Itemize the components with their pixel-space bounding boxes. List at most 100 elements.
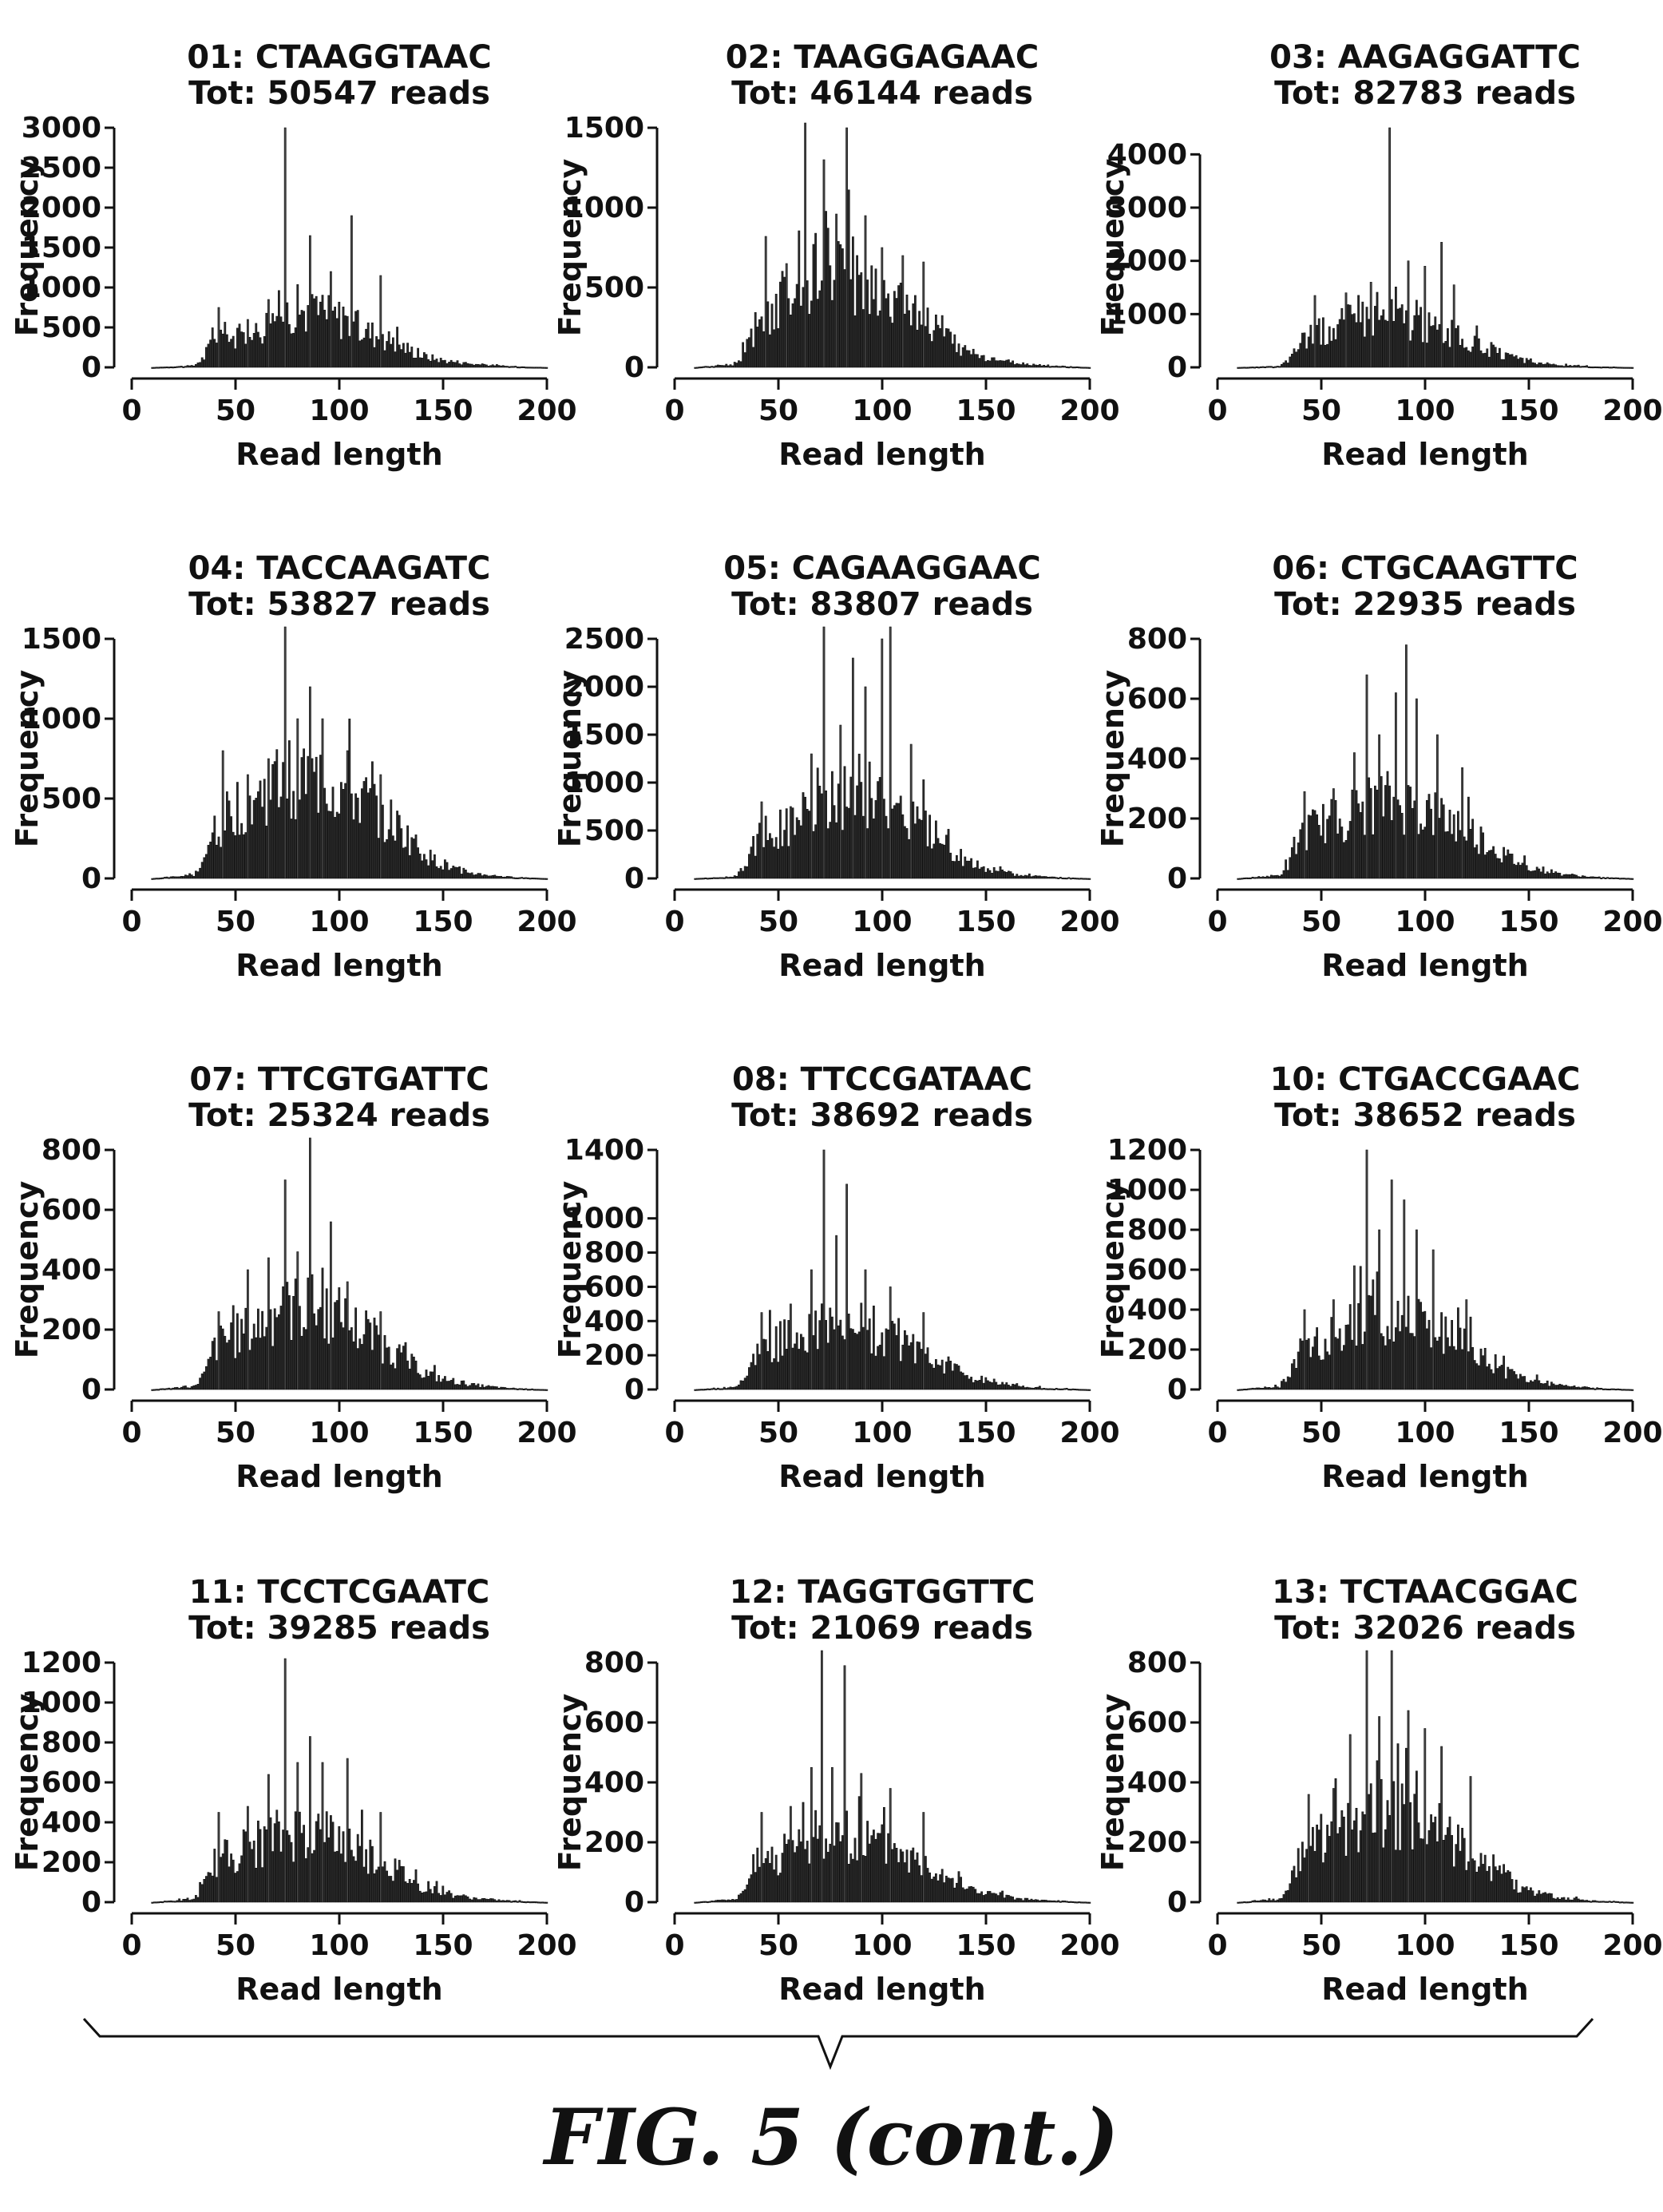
histogram-bar [1552, 1383, 1555, 1390]
histogram-bar [810, 1766, 813, 1903]
histogram-bar [1587, 1387, 1590, 1390]
histogram-bar [1278, 366, 1281, 368]
histogram-bar [362, 337, 366, 368]
histogram-bar [431, 1893, 434, 1903]
histogram-bar [533, 1389, 536, 1391]
histogram-bar [1016, 363, 1019, 368]
histogram-bar [1575, 1896, 1578, 1903]
histogram-bar [188, 1387, 192, 1390]
histogram-bar [477, 1383, 480, 1390]
histogram-bar [940, 315, 944, 368]
histogram-bar [456, 1384, 459, 1390]
x-tick-label: 50 [216, 906, 255, 938]
histogram-bar [1490, 850, 1493, 879]
histogram-bar [1465, 1299, 1468, 1390]
histogram-bar [1598, 1388, 1601, 1390]
histogram-bar [438, 868, 441, 879]
histogram-bar [1307, 1338, 1310, 1390]
histogram-bar [953, 1887, 956, 1903]
x-tick-label: 0 [664, 1929, 684, 1962]
histogram-bar [1486, 1366, 1489, 1390]
histogram-bar [1423, 266, 1427, 368]
histogram-bar [1448, 347, 1451, 368]
histogram-bar [1519, 1374, 1522, 1390]
histogram-bar [837, 1822, 840, 1903]
histogram-bar [862, 309, 865, 368]
histogram-bar [1434, 792, 1437, 879]
histogram-bar [1251, 1387, 1254, 1390]
histogram-bar [184, 1385, 187, 1390]
histogram-bar [1316, 814, 1319, 879]
x-tick-label: 100 [309, 394, 369, 427]
histogram-bar [196, 1897, 200, 1903]
histogram-bar [1471, 347, 1475, 368]
histogram-bar [1530, 870, 1532, 879]
histogram-bar [1550, 869, 1553, 879]
x-tick-label: 150 [956, 1929, 1016, 1962]
histogram-bar [873, 299, 875, 368]
histogram-bar [414, 357, 418, 368]
histogram-bar [537, 1389, 540, 1391]
histogram-bar [365, 1310, 368, 1390]
histogram-bar [862, 1855, 865, 1903]
histogram-bar [406, 1360, 410, 1390]
histogram-bar [1459, 1327, 1462, 1390]
histogram-bar [918, 1865, 921, 1903]
histogram-bar [929, 815, 932, 879]
histogram-bar [982, 1382, 985, 1390]
figure-caption: FIG. 5 (cont.) [544, 2092, 1119, 2182]
histogram-bar [1013, 1384, 1016, 1390]
histogram-bar [418, 1374, 422, 1390]
histogram-bar [845, 1810, 849, 1903]
x-tick-label: 200 [1059, 1417, 1119, 1449]
histogram-bar [1521, 1886, 1524, 1903]
histogram-bar [1051, 1900, 1054, 1903]
histogram-bar [1028, 1900, 1031, 1903]
histogram-bar [497, 876, 501, 879]
histogram-bar [1359, 812, 1362, 879]
histogram-bar [269, 799, 272, 879]
histogram-bar [1400, 1314, 1404, 1390]
histogram-bar [1579, 1899, 1582, 1903]
histogram-bar [1594, 1388, 1597, 1390]
histogram-bar [303, 748, 306, 879]
histogram-bar [1523, 1887, 1526, 1903]
histogram-bar [255, 323, 258, 368]
x-tick-label: 0 [1207, 1417, 1227, 1449]
histogram-bar [165, 367, 168, 369]
histogram-bar [1554, 871, 1558, 879]
histogram-bar [1059, 1388, 1062, 1390]
histogram-bar [1613, 877, 1615, 880]
histogram-bar [1467, 1861, 1470, 1903]
histogram-bar [1032, 875, 1035, 879]
x-tick-label: 0 [121, 394, 141, 427]
histogram-bar [497, 365, 501, 368]
histogram-bar [516, 367, 519, 369]
histogram-bar [972, 348, 975, 368]
histogram-bar [473, 364, 476, 368]
histogram-bar [1471, 1346, 1475, 1390]
histogram-bar [904, 1330, 906, 1390]
histogram-bar [806, 1352, 809, 1390]
histogram-bar [439, 358, 442, 368]
histogram-bar [1028, 365, 1031, 368]
x-axis-label: Read length [236, 1459, 442, 1494]
histogram-bar [1368, 1294, 1371, 1390]
histogram-bar [1395, 692, 1397, 879]
histogram-bar [537, 878, 540, 880]
histogram-bar [1438, 323, 1441, 368]
x-tick-label: 200 [1602, 1929, 1662, 1962]
x-tick-label: 50 [758, 906, 798, 938]
histogram-bar [970, 1377, 973, 1390]
histogram-bar [311, 758, 314, 879]
histogram-bar [1253, 877, 1257, 879]
histogram-bar [522, 1388, 525, 1390]
histogram-bar [852, 1858, 854, 1903]
histogram-bar [1326, 819, 1329, 879]
histogram-bar [391, 337, 394, 368]
histogram-bar [857, 1331, 861, 1390]
histogram-bar [972, 1886, 975, 1903]
histogram-bar [1396, 308, 1400, 368]
histogram-bar [1452, 814, 1455, 879]
histogram-bar [1005, 1894, 1008, 1903]
